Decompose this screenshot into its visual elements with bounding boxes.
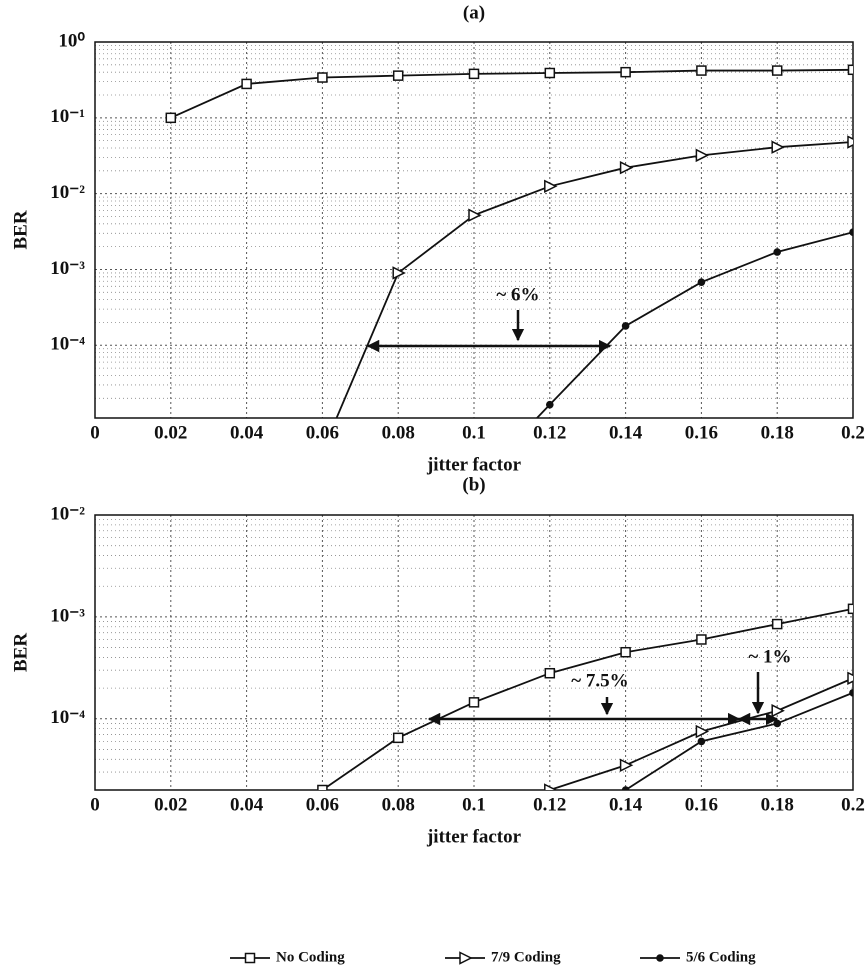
marker: [544, 179, 558, 194]
marker: [697, 278, 706, 286]
y-tick-label: 10⁻²: [50, 182, 85, 203]
legend-marker: [656, 954, 664, 962]
marker: [847, 671, 853, 685]
x-tick-label: 0.2: [841, 794, 865, 815]
marker: [317, 446, 328, 457]
y-tick-label: 10⁻⁴: [50, 707, 85, 728]
marker: [468, 208, 482, 222]
panel-a: 10⁰ 10⁻¹ 10⁻² 10⁻³ 10⁻⁴ 0 0.02 0.04 0.06 0.08 0.1 0…: [10, 2, 865, 475]
x-tick-label: 0.04: [230, 422, 264, 443]
series-line: [170, 68, 853, 119]
x-axis-label: jitter factor: [426, 826, 522, 847]
x-tick-label: 0.1: [462, 422, 486, 443]
series-line: [625, 691, 853, 790]
x-tick-label: 0: [90, 794, 100, 815]
marker: [847, 603, 853, 615]
marker: [619, 758, 634, 772]
plot-area: [165, 64, 853, 457]
y-tick-label: 10⁻⁴: [50, 334, 85, 355]
marker: [468, 697, 480, 708]
series-line: [335, 141, 853, 418]
plot-area: [317, 603, 853, 790]
x-axis-label: jitter factor: [426, 454, 522, 475]
marker: [621, 322, 630, 330]
x-tick-label: 0.18: [761, 794, 794, 815]
marker: [773, 248, 781, 256]
marker: [773, 719, 781, 728]
y-axis-label: BER: [10, 210, 31, 249]
annotation: ~ 7.5%: [571, 670, 628, 691]
y-tick-label: 10⁻¹: [50, 106, 85, 127]
annotation: ~ 6%: [496, 284, 539, 305]
marker: [165, 112, 177, 124]
marker: [619, 160, 634, 175]
y-tick-label: 10⁰: [58, 30, 85, 51]
marker: [847, 64, 853, 76]
series-line: [321, 607, 853, 790]
marker: [771, 65, 783, 76]
marker: [546, 400, 554, 409]
marker: [241, 78, 252, 90]
marker: [697, 737, 706, 746]
marker: [849, 688, 853, 697]
x-tick-label: 0.02: [154, 422, 187, 443]
marker: [317, 72, 328, 83]
panel-b: 10⁻² 10⁻³ 10⁻⁴ 0 0.02 0.04 0.06 0.08 0.1 0.12 0.14…: [10, 474, 865, 847]
marker: [544, 667, 556, 679]
legend-label: 5/6 Coding: [686, 949, 756, 965]
marker: [696, 65, 707, 76]
x-tick-label: 0.16: [685, 794, 718, 815]
marker: [392, 70, 404, 81]
marker: [468, 68, 480, 80]
chart-title: (a): [463, 2, 485, 23]
marker: [620, 66, 631, 78]
y-tick-label: 10⁻²: [50, 503, 85, 524]
y-axis-label: BER: [10, 633, 31, 672]
y-tick-label: 10⁻³: [50, 258, 85, 279]
x-tick-label: 0.12: [533, 794, 566, 815]
legend: No Coding 7/9 Coding 5/6 Coding: [230, 949, 756, 965]
marker: [696, 634, 707, 645]
marker: [695, 724, 710, 739]
x-tick-label: 0.04: [230, 794, 264, 815]
x-tick-label: 0.08: [382, 422, 415, 443]
marker: [849, 228, 853, 237]
x-tick-label: 0.18: [761, 422, 794, 443]
annotation: ~ 1%: [748, 646, 791, 667]
marker: [544, 67, 556, 79]
marker: [695, 148, 710, 163]
x-tick-label: 0: [90, 422, 100, 443]
chart-title: (b): [462, 474, 485, 495]
marker: [771, 618, 783, 630]
x-tick-label: 0.08: [382, 794, 415, 815]
x-tick-label: 0.06: [306, 422, 339, 443]
marker: [620, 646, 631, 658]
x-tick-label: 0.2: [841, 422, 865, 443]
y-tick-label: 10⁻³: [50, 605, 85, 626]
marker: [317, 784, 328, 790]
legend-label: No Coding: [276, 949, 345, 965]
legend-marker: [459, 951, 473, 965]
marker: [847, 135, 853, 149]
x-tick-label: 0.14: [609, 794, 643, 815]
marker: [771, 140, 785, 154]
legend-label: 7/9 Coding: [491, 949, 561, 965]
x-tick-label: 0.02: [154, 794, 187, 815]
x-tick-label: 0.12: [533, 422, 566, 443]
marker: [392, 266, 406, 280]
marker: [621, 786, 630, 790]
x-tick-label: 0.06: [306, 794, 339, 815]
legend-marker: [244, 952, 256, 964]
x-tick-label: 0.1: [462, 794, 486, 815]
marker: [392, 732, 404, 744]
x-tick-label: 0.14: [609, 422, 643, 443]
series-line: [535, 231, 853, 418]
x-tick-label: 0.16: [685, 422, 718, 443]
plot-frame: [94, 514, 854, 791]
marker: [544, 783, 558, 790]
